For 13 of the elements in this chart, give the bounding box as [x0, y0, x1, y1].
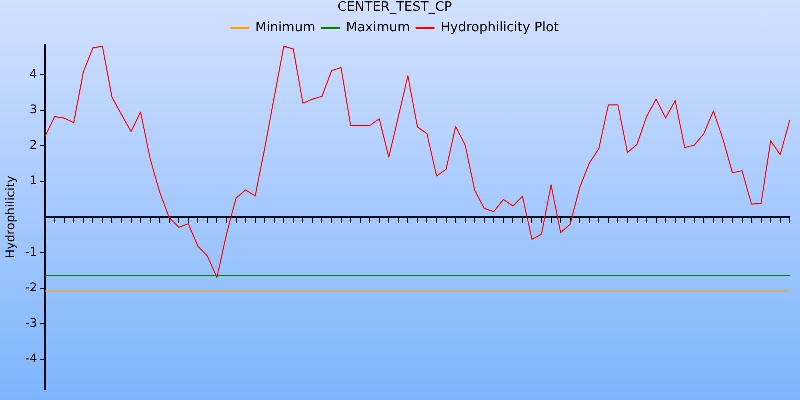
legend-label: Minimum — [255, 20, 316, 36]
y-tick-label: -4 — [25, 352, 38, 366]
legend-label: Maximum — [346, 20, 410, 36]
y-tick-label: 3 — [30, 102, 38, 117]
y-tick-label: 4 — [30, 66, 38, 81]
legend-label: Hydrophilicity Plot — [440, 20, 560, 36]
y-tick-label: -3 — [25, 316, 38, 330]
y-tick-label: -1 — [25, 244, 38, 259]
chart-title: CENTER_TEST_CP — [338, 0, 452, 16]
y-tick-label: -2 — [25, 280, 38, 294]
y-tick-label: 1 — [30, 174, 38, 188]
y-axis-title: Hydrophilicity — [3, 176, 18, 259]
y-tick-label: 2 — [30, 138, 38, 152]
